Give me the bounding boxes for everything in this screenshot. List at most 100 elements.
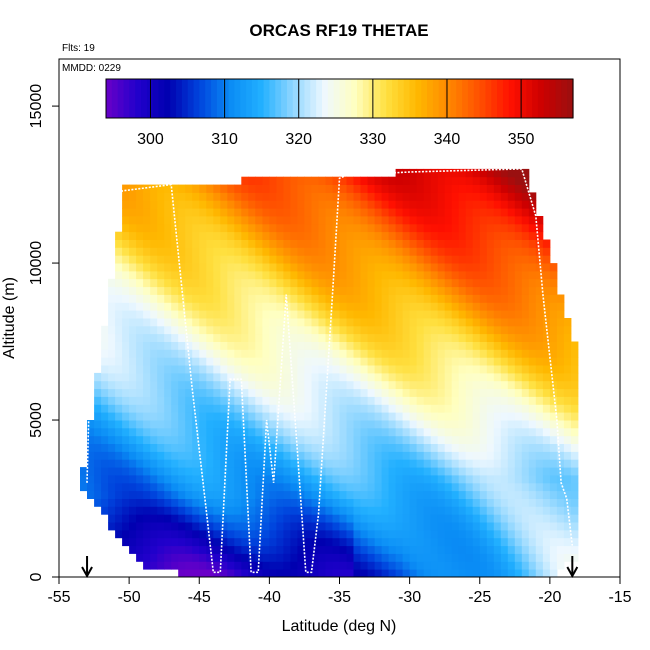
heatmap-cell	[241, 325, 249, 335]
heatmap-cell	[479, 255, 488, 264]
heatmap-cell	[563, 325, 572, 335]
colorbar-swatch	[199, 79, 206, 118]
heatmap-cell	[416, 255, 425, 264]
heatmap-cell	[297, 522, 305, 531]
heatmap-cell	[395, 349, 404, 358]
heatmap-cell	[304, 302, 312, 311]
heatmap-cell	[423, 522, 432, 531]
heatmap-cell	[563, 451, 572, 460]
heatmap-cell	[374, 239, 383, 248]
heatmap-cell	[122, 270, 130, 280]
heatmap-cell	[213, 529, 221, 539]
heatmap-cell	[353, 435, 361, 444]
heatmap-cell	[297, 333, 305, 342]
heatmap-cell	[241, 396, 249, 405]
heatmap-cell	[500, 522, 509, 531]
heatmap-cell	[311, 184, 319, 193]
heatmap-cell	[479, 270, 488, 280]
heatmap-cell	[283, 208, 291, 217]
heatmap-cell	[318, 349, 326, 358]
heatmap-cell	[556, 412, 565, 421]
heatmap-cell	[101, 325, 109, 335]
heatmap-cell	[192, 270, 200, 280]
heatmap-cell	[332, 420, 340, 429]
heatmap-cell	[241, 278, 249, 288]
heatmap-cell	[164, 223, 172, 233]
heatmap-cell	[122, 537, 130, 547]
heatmap-cell	[276, 357, 284, 366]
heatmap-cell	[423, 341, 432, 350]
heatmap-cell	[234, 192, 242, 201]
heatmap-cell	[528, 435, 537, 444]
heatmap-cell	[143, 192, 151, 201]
heatmap-cell	[255, 278, 263, 288]
heatmap-cell	[241, 545, 249, 554]
heatmap-cell	[157, 522, 165, 531]
heatmap-cell	[416, 325, 425, 335]
heatmap-cell	[297, 318, 305, 327]
heatmap-cell	[451, 529, 460, 539]
heatmap-cell	[171, 372, 179, 382]
heatmap-cell	[479, 325, 488, 335]
heatmap-cell	[297, 451, 305, 460]
heatmap-cell	[381, 255, 390, 264]
heatmap-cell	[248, 522, 256, 531]
heatmap-cell	[444, 380, 453, 390]
heatmap-cell	[311, 420, 319, 429]
heatmap-cell	[220, 310, 228, 319]
heatmap-cell	[374, 325, 383, 335]
heatmap-cell	[199, 427, 207, 437]
heatmap-cell	[262, 294, 270, 303]
heatmap-cell	[248, 286, 256, 295]
heatmap-cell	[115, 349, 123, 358]
heatmap-cell	[465, 294, 474, 303]
heatmap-cell	[178, 349, 186, 358]
heatmap-cell	[465, 420, 474, 429]
heatmap-cell	[339, 270, 347, 280]
heatmap-cell	[234, 569, 242, 578]
heatmap-cell	[234, 223, 242, 233]
heatmap-cell	[402, 506, 411, 515]
heatmap-cell	[122, 325, 130, 335]
heatmap-cell	[479, 569, 488, 578]
colorbar-swatch	[176, 79, 183, 118]
heatmap-cell	[521, 553, 530, 562]
heatmap-cell	[220, 514, 228, 523]
heatmap-cell	[395, 318, 404, 327]
heatmap-cell	[297, 420, 305, 429]
heatmap-cell	[367, 200, 376, 209]
heatmap-cell	[542, 412, 551, 421]
heatmap-cell	[136, 270, 144, 280]
heatmap-cell	[360, 357, 368, 366]
heatmap-cell	[297, 443, 305, 452]
heatmap-cell	[472, 569, 481, 578]
heatmap-cell	[402, 482, 411, 492]
heatmap-cell	[521, 435, 530, 444]
heatmap-cell	[507, 561, 516, 570]
heatmap-cell	[486, 459, 495, 468]
heatmap-cell	[185, 420, 193, 429]
heatmap-cell	[304, 522, 312, 531]
heatmap-cell	[437, 168, 446, 178]
heatmap-cell	[213, 286, 221, 295]
heatmap-cell	[374, 451, 383, 460]
heatmap-cell	[381, 529, 390, 539]
heatmap-cell	[164, 294, 172, 303]
heatmap-cell	[171, 529, 179, 539]
heatmap-cell	[283, 459, 291, 468]
heatmap-cell	[304, 333, 312, 342]
heatmap-cell	[409, 522, 418, 531]
heatmap-cell	[262, 365, 270, 374]
heatmap-cell	[353, 263, 361, 272]
heatmap-cell	[535, 388, 544, 397]
heatmap-cell	[465, 498, 474, 507]
heatmap-cell	[108, 349, 116, 358]
heatmap-cell	[234, 365, 242, 374]
heatmap-cell	[185, 522, 193, 531]
heatmap-cell	[122, 427, 130, 437]
heatmap-cell	[465, 451, 474, 460]
heatmap-cell	[143, 333, 151, 342]
heatmap-cell	[353, 537, 361, 547]
heatmap-cell	[367, 192, 376, 201]
heatmap-cell	[507, 247, 516, 256]
